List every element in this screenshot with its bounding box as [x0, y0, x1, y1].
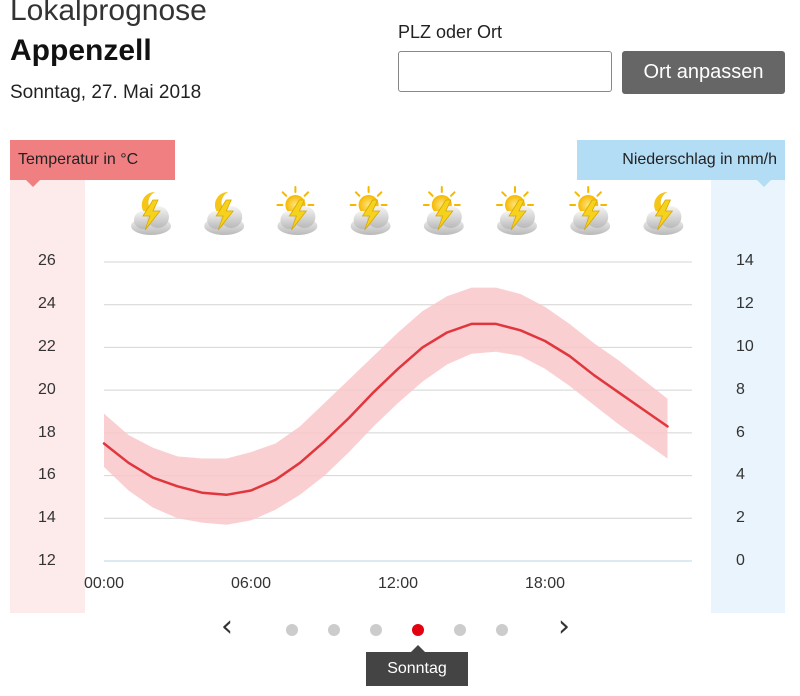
precipitation-tick-label: 6 [736, 424, 745, 441]
temperature-axis-panel [10, 140, 85, 613]
precipitation-tick-label: 0 [736, 552, 745, 569]
day-tooltip: Sonntag [366, 652, 468, 686]
update-location-button[interactable]: Ort anpassen [622, 51, 785, 94]
precipitation-tag-pointer [757, 180, 771, 187]
temperature-tick-label: 18 [38, 424, 56, 441]
precipitation-tick-label: 14 [736, 252, 754, 269]
temperature-axis-title: Temperatur in °C [10, 140, 175, 180]
next-day-icon[interactable]: › [558, 609, 570, 644]
precipitation-tick-label: 12 [736, 295, 754, 312]
previous-day-icon[interactable]: ‹ [221, 609, 233, 644]
sun-cloud-thunder-icon [349, 186, 391, 235]
pager-dot[interactable] [496, 624, 508, 636]
temperature-tag-pointer [26, 180, 40, 187]
moon-cloud-thunder-icon [204, 191, 245, 235]
temperature-tick-label: 24 [38, 295, 56, 312]
precipitation-axis-title: Niederschlag in mm/h [577, 140, 785, 180]
time-tick-label: 00:00 [83, 575, 125, 592]
sun-cloud-thunder-icon [422, 186, 464, 235]
precipitation-tick-label: 4 [736, 466, 745, 483]
sun-cloud-thunder-icon [569, 186, 611, 235]
temperature-tick-label: 26 [38, 252, 56, 269]
temperature-tick-label: 12 [38, 552, 56, 569]
temperature-uncertainty-band [104, 287, 668, 525]
precipitation-tick-label: 2 [736, 509, 745, 526]
temperature-tick-label: 22 [38, 338, 56, 355]
temperature-tick-label: 16 [38, 466, 56, 483]
time-tick-label: 06:00 [230, 575, 272, 592]
precipitation-axis-panel [711, 140, 785, 613]
moon-cloud-thunder-icon [643, 191, 684, 235]
temperature-line [102, 322, 669, 497]
plz-input[interactable] [398, 51, 612, 92]
page-subtitle: Lokalprognose [10, 0, 207, 27]
pager-dot[interactable] [370, 624, 382, 636]
precipitation-tick-label: 8 [736, 381, 745, 398]
tooltip-pointer [410, 645, 426, 653]
pager-dot[interactable] [454, 624, 466, 636]
location-title: Appenzell [10, 34, 152, 67]
time-tick-label: 18:00 [524, 575, 566, 592]
pager-dot-active[interactable] [412, 624, 424, 636]
forecast-date: Sonntag, 27. Mai 2018 [10, 82, 202, 103]
precipitation-tick-label: 10 [736, 338, 754, 355]
pager-dot[interactable] [286, 624, 298, 636]
sun-cloud-thunder-icon [496, 186, 537, 235]
time-tick-label: 12:00 [377, 575, 419, 592]
temperature-tick-label: 14 [38, 509, 56, 526]
pager-dot[interactable] [328, 624, 340, 636]
moon-cloud-thunder-icon [131, 191, 171, 235]
sun-cloud-thunder-icon [276, 186, 318, 235]
plz-label: PLZ oder Ort [398, 22, 503, 42]
temperature-tick-label: 20 [38, 381, 56, 398]
